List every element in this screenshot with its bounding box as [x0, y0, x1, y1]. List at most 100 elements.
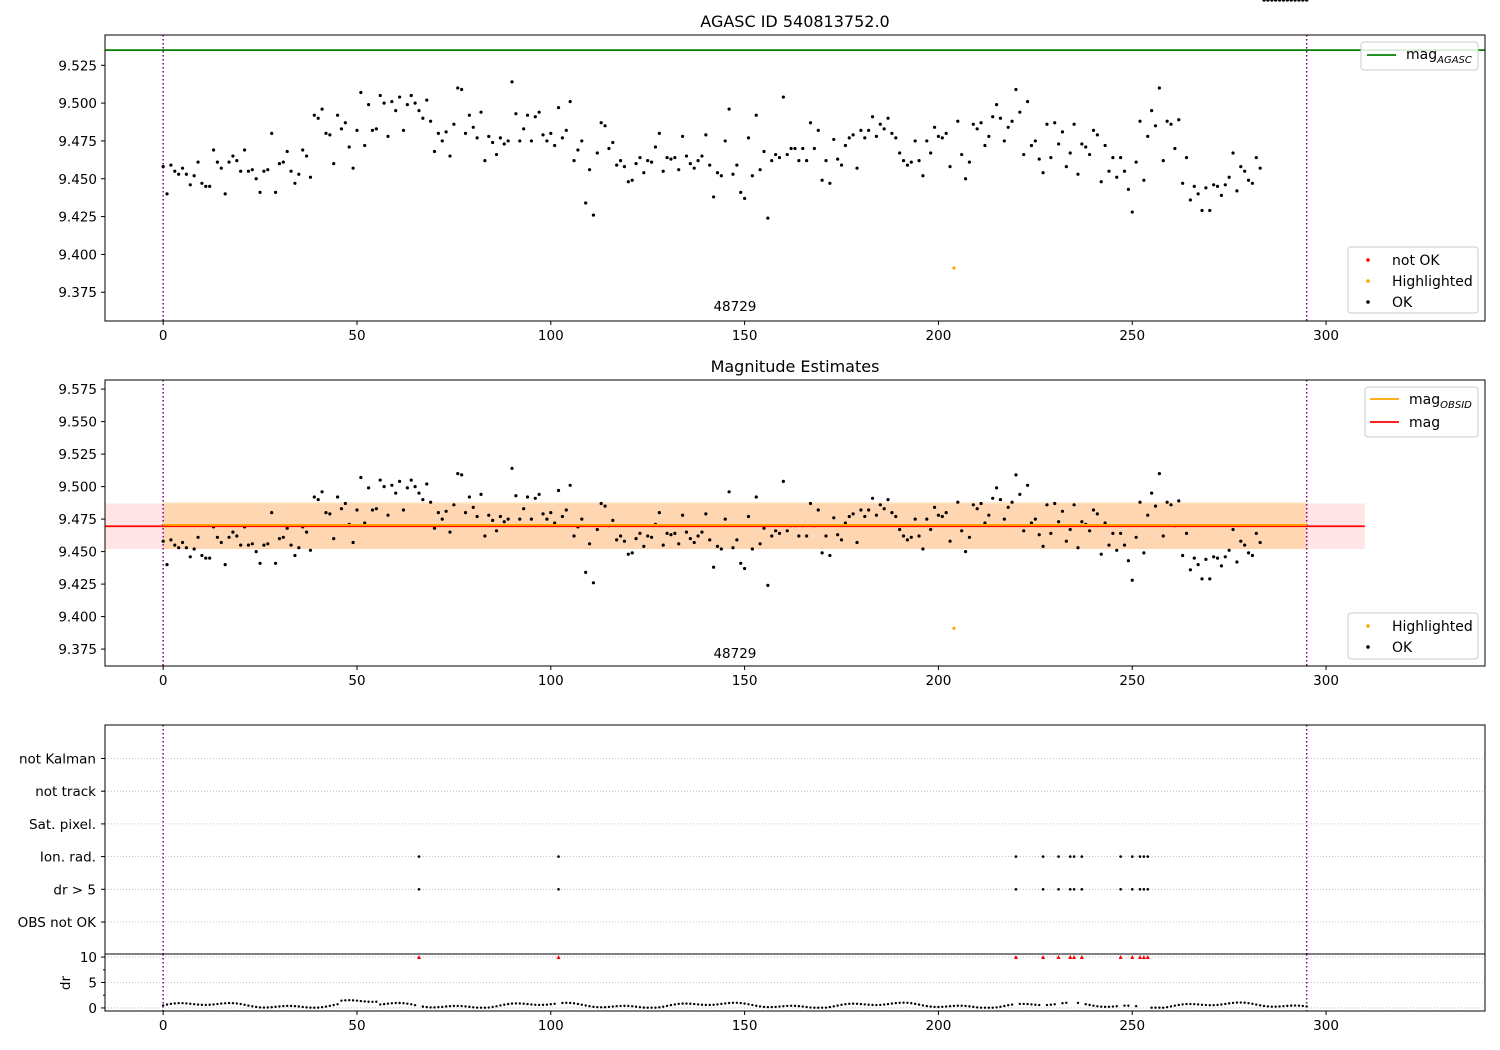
- dr-point: [235, 1002, 238, 1005]
- dr-point: [270, 1006, 273, 1009]
- ok-point: [568, 99, 572, 104]
- ok-point: [390, 99, 394, 104]
- dr-point: [192, 1003, 196, 1006]
- ok-point: [308, 548, 313, 552]
- panel1-title: AGASC ID 540813752.0: [700, 12, 889, 31]
- ok-point: [669, 157, 673, 161]
- ok-point: [366, 103, 371, 107]
- dr-point: [786, 1004, 789, 1008]
- ok-point: [192, 547, 196, 551]
- dr-point: [1049, 1003, 1053, 1006]
- dr-point: [1185, 1002, 1188, 1006]
- dr-point: [231, 1001, 235, 1005]
- ok-point: [196, 535, 200, 539]
- dr-point: [200, 1003, 204, 1007]
- ok-point: [1041, 544, 1045, 549]
- dr-point: [1111, 1005, 1115, 1008]
- ok-point: [227, 160, 231, 164]
- ok-point: [1200, 577, 1204, 581]
- ok-point: [1243, 543, 1247, 547]
- ok-point: [1080, 142, 1084, 146]
- ok-point: [316, 498, 320, 502]
- ok-point: [471, 505, 475, 509]
- ok-point: [1239, 165, 1243, 169]
- ok-point: [200, 181, 204, 185]
- dr-point: [724, 1002, 727, 1005]
- dr-point: [607, 1005, 611, 1009]
- dr-point: [503, 1003, 506, 1006]
- ok-point: [975, 127, 979, 131]
- dr-point: [1100, 1005, 1103, 1008]
- flag-point: [1072, 888, 1076, 891]
- dr-point: [1305, 1005, 1308, 1008]
- dr-point: [1212, 1003, 1215, 1007]
- dr-point: [817, 1006, 820, 1009]
- dr-point: [456, 1004, 459, 1008]
- flag-point: [417, 888, 421, 891]
- ok-point: [266, 168, 270, 172]
- ok-point: [750, 174, 754, 178]
- ok-point: [1056, 142, 1061, 146]
- dr-point: [514, 1002, 518, 1005]
- ok-point: [277, 537, 282, 541]
- dr-clipped-marker: [556, 955, 561, 960]
- dr-point: [906, 1001, 909, 1005]
- ok-point: [1084, 145, 1088, 149]
- dr-point: [1107, 1005, 1111, 1008]
- highlighted-point: [952, 626, 956, 630]
- ok-point: [626, 552, 630, 556]
- ok-point: [463, 510, 468, 515]
- ok-point: [258, 561, 262, 565]
- dr-point: [402, 1002, 405, 1005]
- ok-point: [208, 556, 212, 560]
- dr-point: [1243, 1001, 1246, 1004]
- ok-point: [506, 517, 510, 521]
- ok-point: [1088, 152, 1092, 157]
- dr-point: [789, 1004, 793, 1007]
- ok-point: [320, 490, 324, 494]
- ok-point: [1010, 500, 1014, 504]
- ok-point: [816, 508, 820, 512]
- ok-point: [398, 479, 402, 483]
- dr-point: [1061, 1002, 1064, 1005]
- ok-point: [1208, 208, 1212, 213]
- ok-point: [901, 534, 906, 538]
- ok-point: [1204, 557, 1208, 562]
- dr-point: [239, 1002, 242, 1006]
- dr-point: [619, 1004, 622, 1008]
- ok-point: [370, 128, 375, 132]
- ok-point: [874, 513, 879, 517]
- ok-point: [820, 551, 824, 555]
- x-tick-label: 0: [159, 1018, 168, 1034]
- ok-point: [335, 495, 340, 499]
- ok-point: [1150, 109, 1154, 113]
- ok-point: [626, 180, 630, 184]
- ok-point: [983, 521, 987, 525]
- ok-point: [936, 513, 941, 517]
- flag-row-label: Ion. rad.: [40, 850, 96, 866]
- ok-point: [599, 121, 603, 125]
- dr-point: [274, 1005, 277, 1009]
- ok-point: [929, 151, 933, 155]
- ok-point: [281, 535, 285, 539]
- dr-point: [584, 1004, 587, 1007]
- ok-point: [1254, 531, 1258, 536]
- ok-point: [708, 538, 712, 542]
- ok-point: [335, 113, 340, 117]
- ok-point: [572, 534, 576, 538]
- ok-point: [1274, 0, 1278, 2]
- ok-point: [409, 93, 413, 98]
- ok-point: [1219, 564, 1224, 568]
- ok-point: [808, 121, 813, 125]
- flag-point: [1130, 888, 1134, 891]
- ok-point: [1095, 512, 1099, 516]
- dr-point: [324, 1005, 328, 1008]
- x-tick-label: 300: [1313, 328, 1339, 344]
- ok-point: [731, 172, 735, 176]
- ok-point: [1022, 152, 1026, 157]
- y-tick-label: 9.400: [58, 247, 97, 263]
- ok-point: [1212, 555, 1216, 559]
- ok-point: [374, 507, 378, 511]
- x-tick-label: 300: [1313, 1018, 1339, 1034]
- dr-point: [1278, 1005, 1281, 1008]
